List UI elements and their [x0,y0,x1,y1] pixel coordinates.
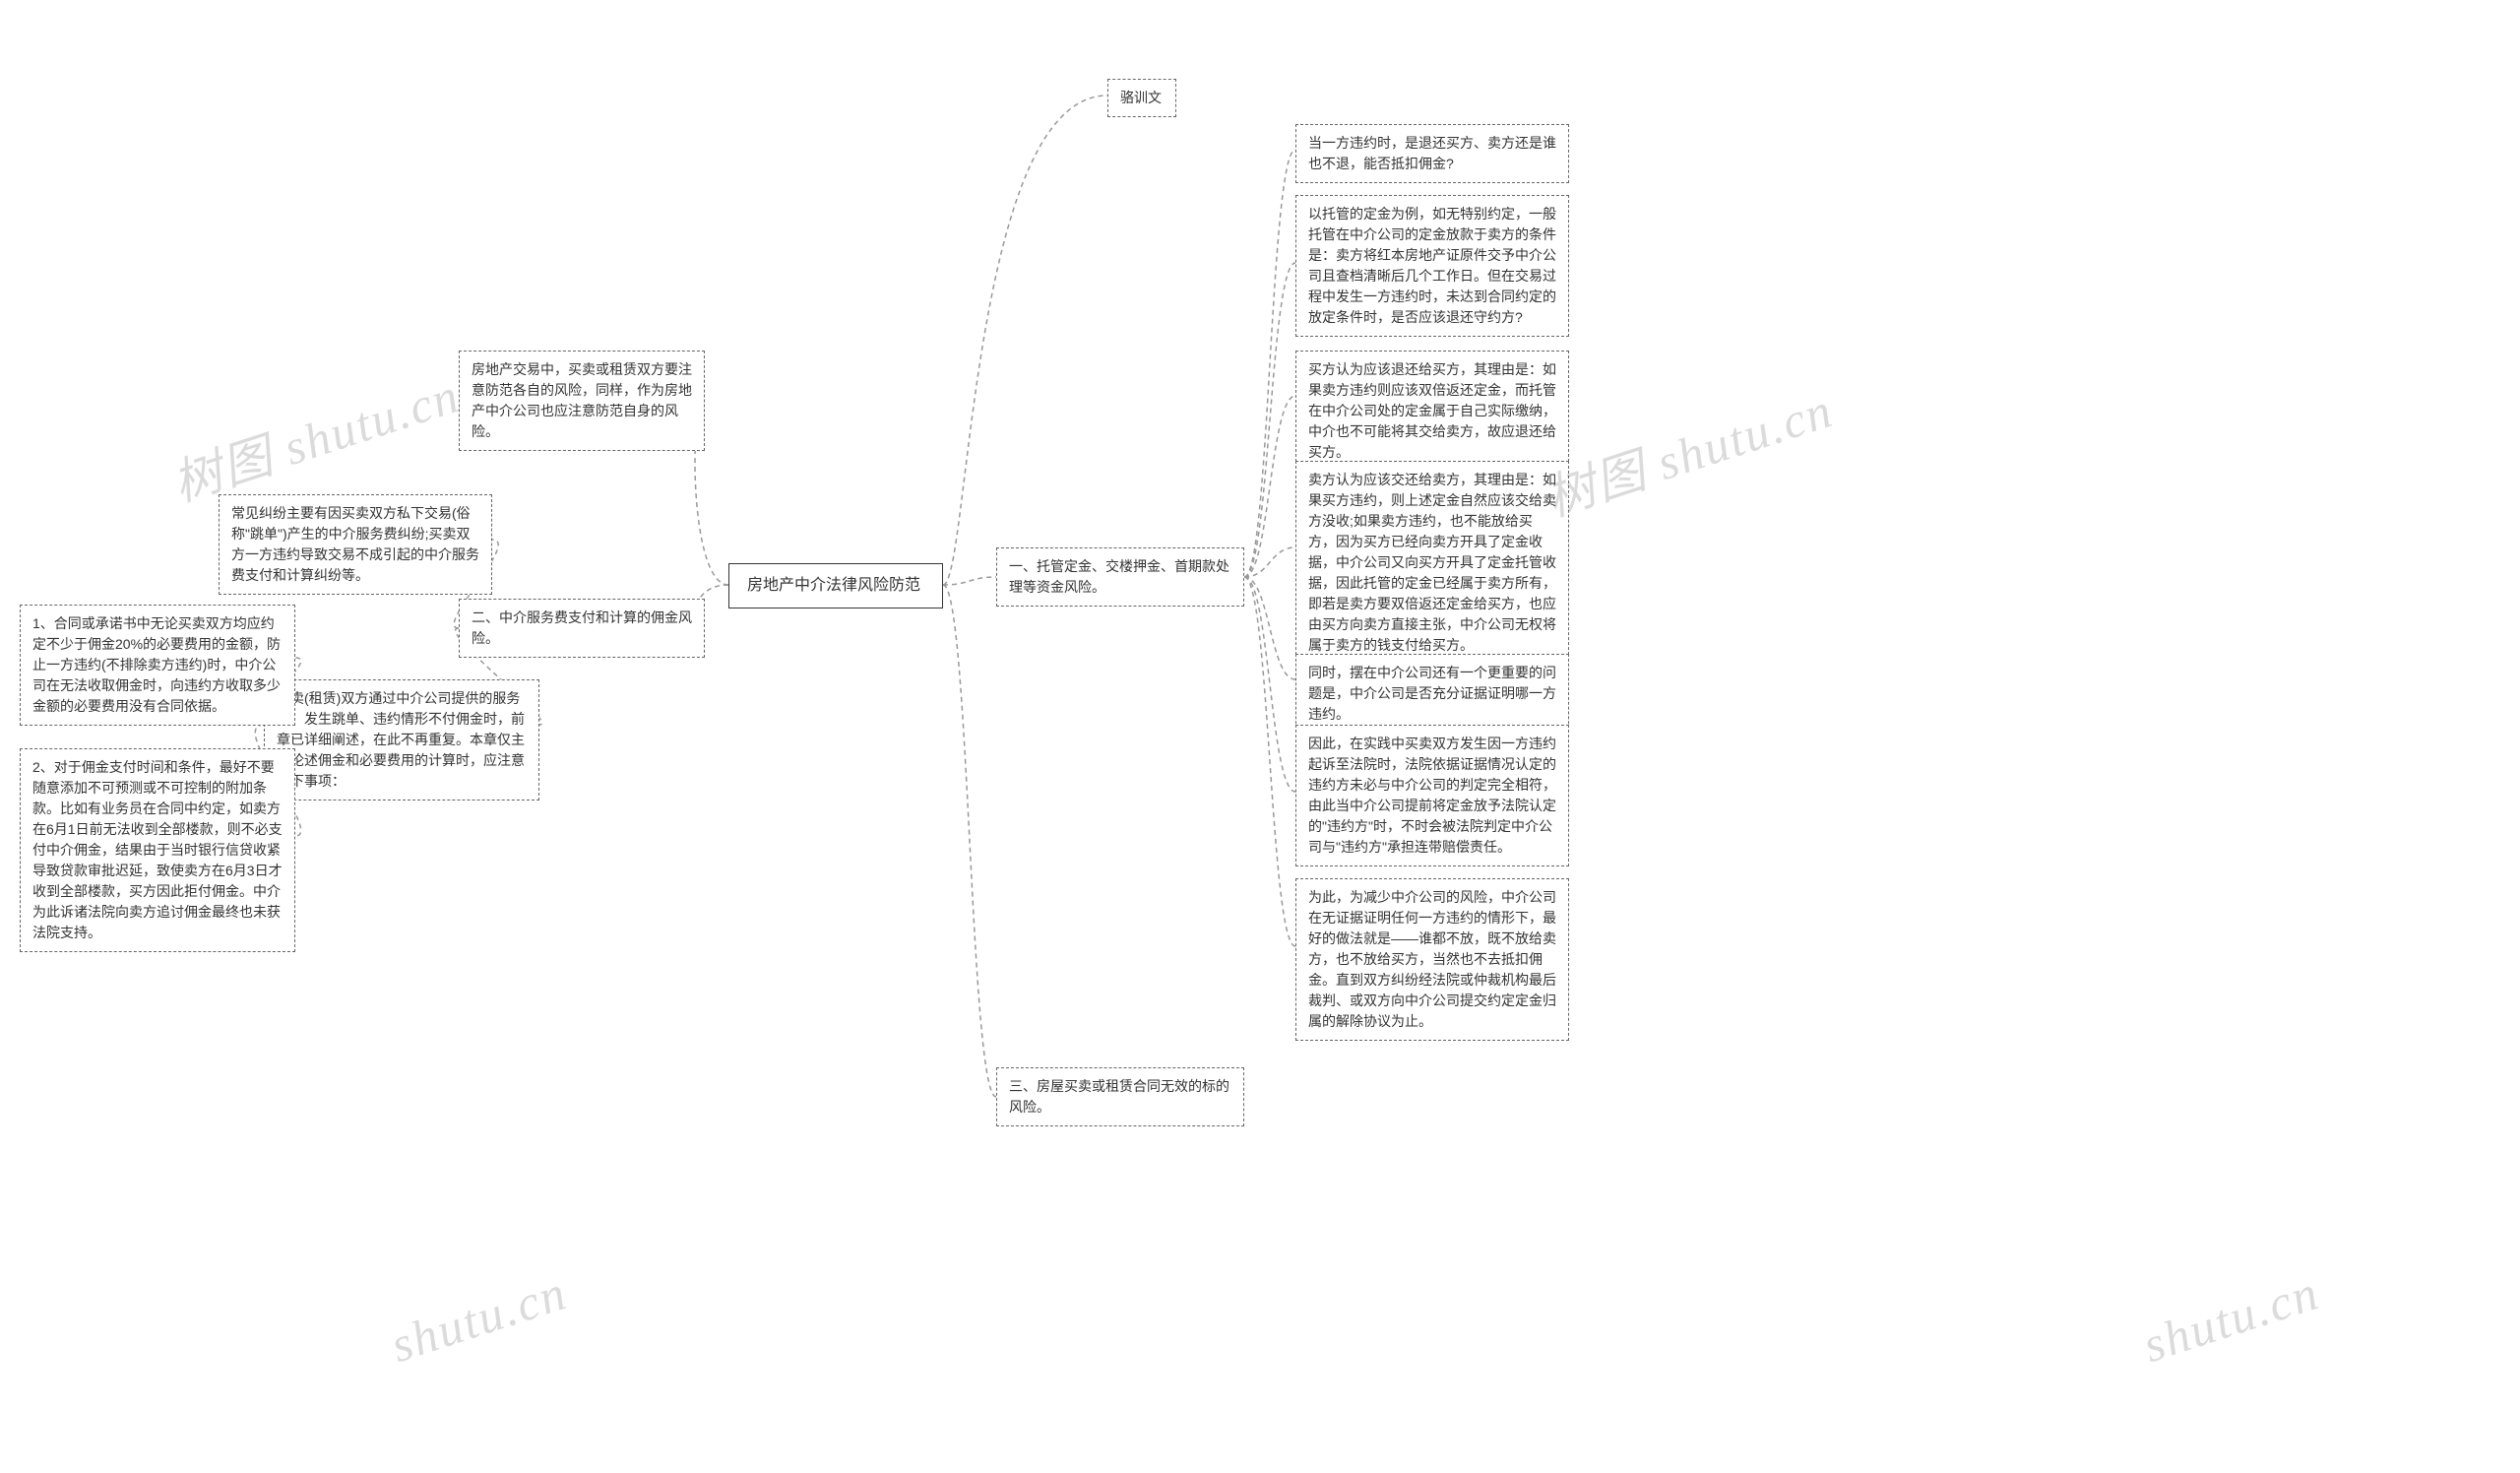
watermark: shutu.cn [2136,1263,2326,1374]
root-node: 房地产中介法律风险防范 [728,563,943,608]
node-b2c2: 买卖(租赁)双方通过中介公司提供的服务后，发生跳单、违约情形不付佣金时，前章已详… [264,679,539,801]
node-a1c1: 当一方违约时，是退还买方、卖方还是谁也不退，能否抵扣佣金? [1295,124,1569,183]
node-author: 骆训文 [1107,79,1176,117]
node-a1c4: 卖方认为应该交还给卖方，其理由是：如果买方违约，则上述定金自然应该交给卖方没收;… [1295,461,1569,665]
watermark: shutu.cn [384,1263,574,1374]
node-b2c2a: 1、合同或承诺书中无论买卖双方均应约定不少于佣金20%的必要费用的金额，防止一方… [20,605,295,726]
node-section-1: 一、托管定金、交楼押金、首期款处理等资金风险。 [996,547,1244,607]
node-b2c1: 常见纠纷主要有因买卖双方私下交易(俗称"跳单")产生的中介服务费纠纷;买卖双方一… [219,494,492,595]
node-b2c2b: 2、对于佣金支付时间和条件，最好不要随意添加不可预测或不可控制的附加条款。比如有… [20,748,295,952]
node-intro: 房地产交易中，买卖或租赁双方要注意防范各自的风险，同样，作为房地产中介公司也应注… [459,351,705,451]
node-a1c7: 为此，为减少中介公司的风险，中介公司在无证据证明任何一方违约的情形下，最好的做法… [1295,878,1569,1041]
node-a1c6: 因此，在实践中买卖双方发生因一方违约起诉至法院时，法院依据证据情况认定的违约方未… [1295,725,1569,866]
node-section-2: 二、中介服务费支付和计算的佣金风险。 [459,599,705,658]
node-a1c5: 同时，摆在中介公司还有一个更重要的问题是，中介公司是否充分证据证明哪一方违约。 [1295,654,1569,734]
node-a1c2: 以托管的定金为例，如无特别约定，一般托管在中介公司的定金放款于卖方的条件是：卖方… [1295,195,1569,337]
node-section-3: 三、房屋买卖或租赁合同无效的标的风险。 [996,1067,1244,1126]
watermark: 树图 shutu.cn [162,356,468,516]
watermark: 树图 shutu.cn [1536,371,1841,531]
node-a1c3: 买方认为应该退还给买方，其理由是：如果卖方违约则应该双倍返还定金，而托管在中介公… [1295,351,1569,472]
